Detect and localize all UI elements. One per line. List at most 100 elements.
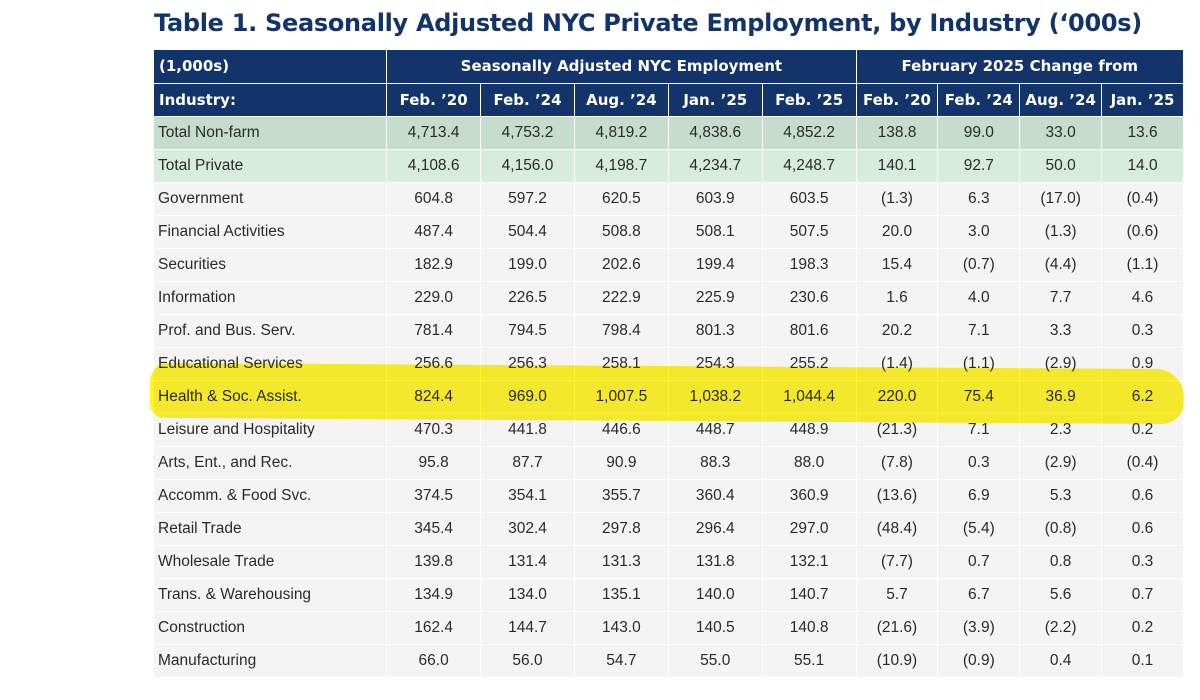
change-column-header: Jan. ’25 [1101,83,1184,117]
industry-name-cell: Securities [154,248,388,282]
employment-value-cell: 199.4 [668,248,763,282]
table-row: Information 229.0 226.5 222.9 225.9 230.6 1.6 4… [154,281,1184,315]
change-value-cell: (1.3) [856,182,939,216]
change-value-cell: 6.7 [937,578,1021,612]
change-value-cell: 0.3 [1101,545,1184,579]
change-value-cell: 138.8 [856,116,939,150]
employment-value-cell: 131.8 [668,545,763,579]
change-value-cell: (0.9) [937,644,1021,678]
industry-name-cell: Arts, Ent., and Rec. [154,446,388,480]
header-row-columns: Industry: Feb. ’20 Feb. ’24 Aug. ’24 Jan… [154,83,1184,117]
industry-name-cell: Construction [154,611,388,645]
employment-value-cell: 132.1 [762,545,857,579]
change-value-cell: 7.1 [937,314,1021,348]
employment-value-cell: 354.1 [480,479,575,513]
employment-column-header: Feb. ’25 [762,83,857,117]
change-value-cell: 0.2 [1101,611,1184,645]
table-row: Retail Trade 345.4 302.4 297.8 296.4 297.0 (48… [154,512,1184,546]
change-value-cell: 6.2 [1101,380,1184,414]
employment-value-cell: 139.8 [386,545,482,579]
employment-value-cell: 597.2 [480,182,575,216]
change-value-cell: 0.3 [937,446,1021,480]
employment-value-cell: 604.8 [386,182,482,216]
change-value-cell: 4.6 [1101,281,1184,315]
table-row: Prof. and Bus. Serv. 781.4 794.5 798.4 801.3… [154,314,1184,348]
change-value-cell: 0.2 [1101,413,1184,447]
industry-name-cell: Trans. & Warehousing [154,578,388,612]
change-value-cell: 0.1 [1101,644,1184,678]
change-value-cell: 140.1 [856,149,939,183]
change-value-cell: (1.4) [856,347,939,381]
employment-value-cell: 801.3 [668,314,763,348]
employment-value-cell: 182.9 [386,248,482,282]
industry-name-cell: Health & Soc. Assist. [154,380,388,414]
employment-value-cell: 470.3 [386,413,482,447]
employment-value-cell: 824.4 [386,380,482,414]
employment-value-cell: 56.0 [480,644,575,678]
table-row: Total Non-farm 4,713.4 4,753.2 4,819.2 4,838… [154,116,1184,150]
employment-value-cell: 256.3 [480,347,575,381]
industry-column-header: Industry: [154,83,388,117]
employment-value-cell: 603.5 [762,182,857,216]
change-value-cell: (0.6) [1101,215,1184,249]
change-value-cell: (5.4) [937,512,1021,546]
employment-value-cell: 198.3 [762,248,857,282]
change-value-cell: (7.8) [856,446,939,480]
change-value-cell: 50.0 [1019,149,1103,183]
employment-value-cell: 95.8 [386,446,482,480]
employment-value-cell: 302.4 [480,512,575,546]
employment-value-cell: 162.4 [386,611,482,645]
employment-value-cell: 66.0 [386,644,482,678]
change-value-cell: 2.3 [1019,413,1103,447]
industry-name-cell: Wholesale Trade [154,545,388,579]
industry-name-cell: Financial Activities [154,215,388,249]
industry-name-cell: Total Non-farm [154,116,388,150]
change-value-cell: 0.6 [1101,512,1184,546]
table-row: Government 604.8 597.2 620.5 603.9 603.5 (1.3)… [154,182,1184,216]
change-value-cell: 0.8 [1019,545,1103,579]
industry-name-cell: Information [154,281,388,315]
change-value-cell: 75.4 [937,380,1021,414]
units-label: (1,000s) [154,50,388,84]
change-value-cell: (1.1) [937,347,1021,381]
change-value-cell: 0.9 [1101,347,1184,381]
employment-value-cell: 4,156.0 [480,149,575,183]
change-value-cell: 5.3 [1019,479,1103,513]
employment-value-cell: 4,108.6 [386,149,482,183]
employment-value-cell: 225.9 [668,281,763,315]
employment-value-cell: 254.3 [668,347,763,381]
employment-value-cell: 135.1 [574,578,669,612]
employment-value-cell: 603.9 [668,182,763,216]
employment-value-cell: 258.1 [574,347,669,381]
employment-value-cell: 144.7 [480,611,575,645]
table-row: Manufacturing 66.0 56.0 54.7 55.0 55.1 (10.9)(… [154,644,1184,678]
employment-value-cell: 229.0 [386,281,482,315]
employment-value-cell: 88.3 [668,446,763,480]
change-value-cell: 0.6 [1101,479,1184,513]
employment-value-cell: 4,838.6 [668,116,763,150]
industry-name-cell: Prof. and Bus. Serv. [154,314,388,348]
employment-group-header: Seasonally Adjusted NYC Employment [386,50,857,84]
industry-name-cell: Leisure and Hospitality [154,413,388,447]
employment-value-cell: 131.3 [574,545,669,579]
employment-column-header: Aug. ’24 [574,83,669,117]
employment-value-cell: 781.4 [386,314,482,348]
table-row: Educational Services 256.6 256.3 258.1 254.3… [154,347,1184,381]
employment-value-cell: 794.5 [480,314,575,348]
employment-value-cell: 1,038.2 [668,380,763,414]
table-row: Construction 162.4 144.7 143.0 140.5 140.8 (21… [154,611,1184,645]
employment-table: (1,000s) Seasonally Adjusted NYC Employm… [154,50,1185,678]
employment-value-cell: 508.8 [574,215,669,249]
table-body: Total Non-farm 4,713.4 4,753.2 4,819.2 4,838… [154,116,1184,678]
employment-value-cell: 140.7 [762,578,857,612]
change-value-cell: 36.9 [1019,380,1103,414]
employment-value-cell: 134.0 [480,578,575,612]
change-value-cell: 99.0 [937,116,1021,150]
industry-name-cell: Educational Services [154,347,388,381]
change-value-cell: 15.4 [856,248,939,282]
employment-value-cell: 441.8 [480,413,575,447]
employment-value-cell: 360.4 [668,479,763,513]
change-value-cell: (2.9) [1019,446,1103,480]
change-value-cell: 0.3 [1101,314,1184,348]
employment-value-cell: 446.6 [574,413,669,447]
